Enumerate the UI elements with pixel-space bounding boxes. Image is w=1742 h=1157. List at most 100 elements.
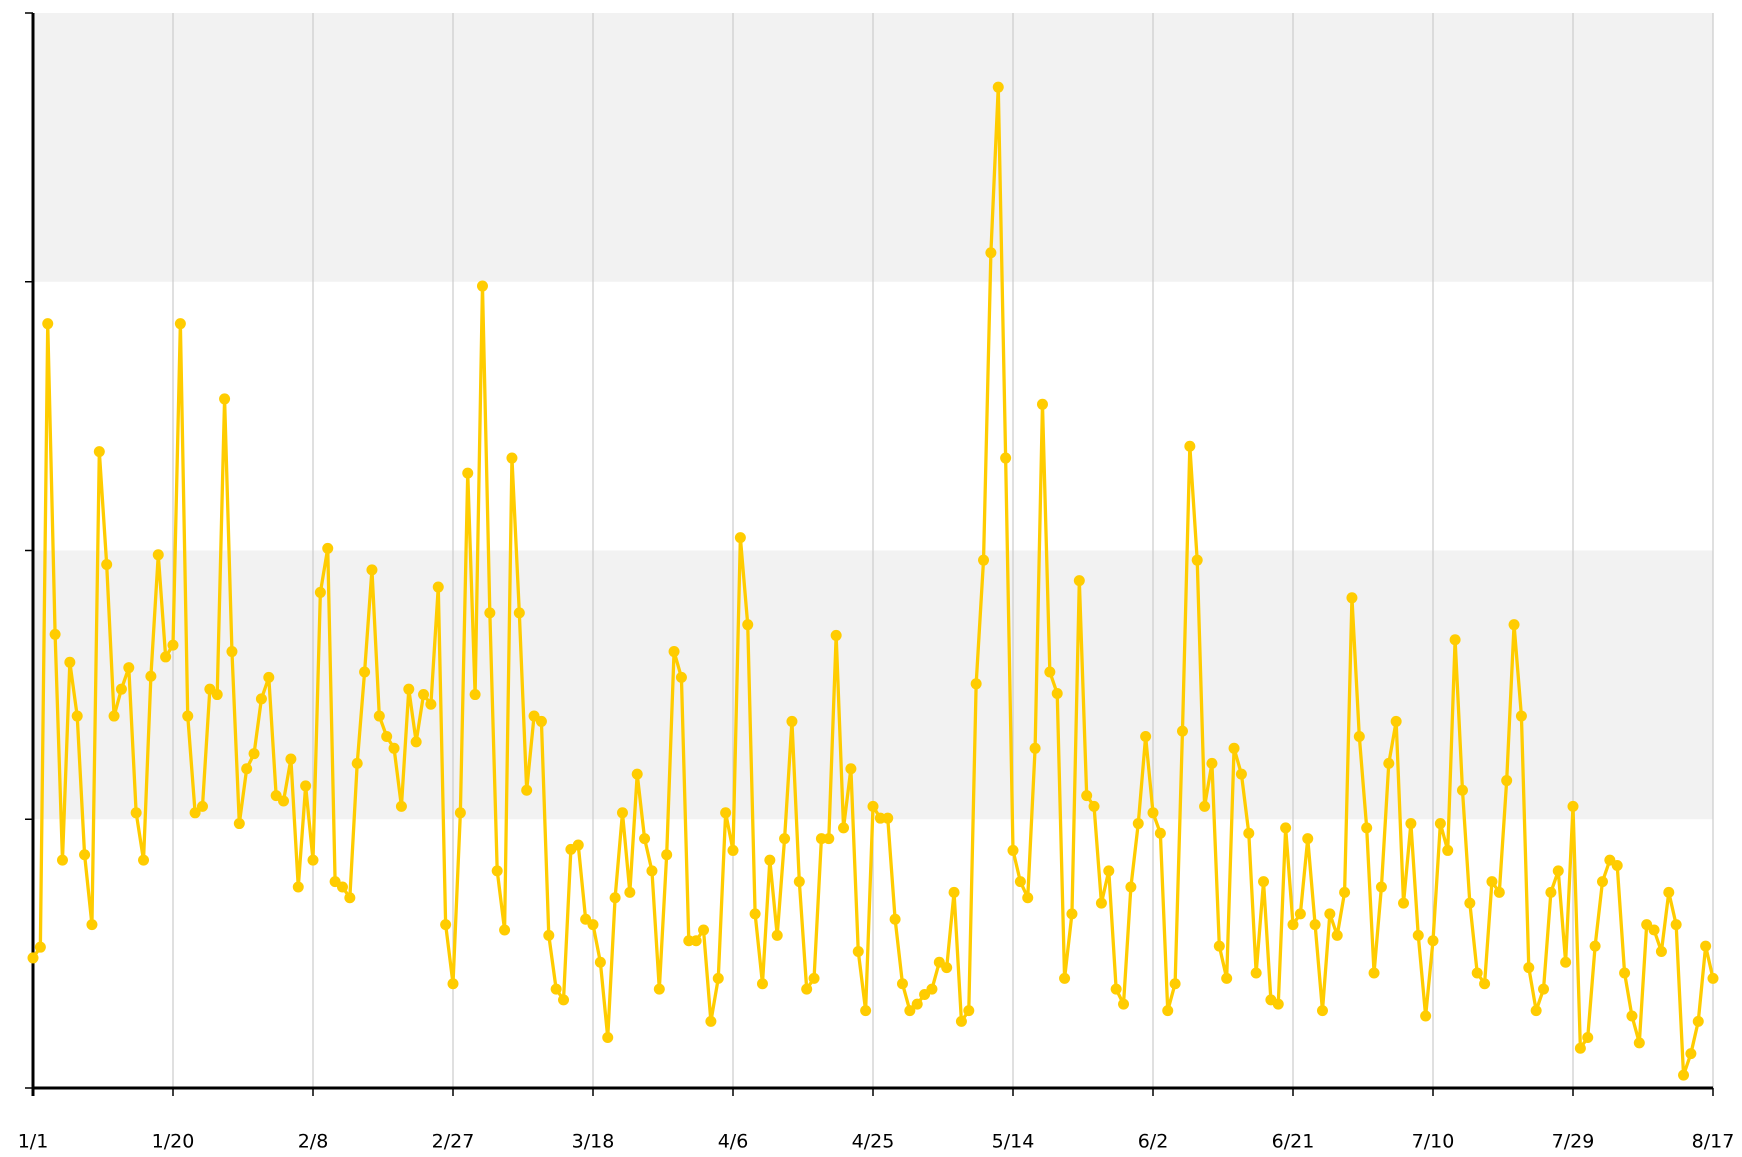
point <box>432 581 444 593</box>
point <box>322 542 334 554</box>
x-tick-label: 3/18 <box>572 1131 615 1153</box>
point <box>1685 1048 1697 1060</box>
point <box>609 892 621 904</box>
point <box>992 81 1004 93</box>
point <box>852 945 864 957</box>
point <box>152 549 164 561</box>
point <box>1383 757 1395 769</box>
point <box>1626 1010 1638 1022</box>
x-tick-label: 2/27 <box>432 1131 475 1153</box>
point <box>793 876 805 888</box>
point <box>359 666 371 678</box>
point <box>1066 908 1078 920</box>
point <box>1125 881 1137 893</box>
point <box>1464 897 1476 909</box>
point <box>889 913 901 925</box>
point <box>1442 844 1454 856</box>
point <box>955 1015 967 1027</box>
point <box>226 646 238 658</box>
point <box>1420 1010 1432 1022</box>
point <box>838 822 850 834</box>
point <box>1280 822 1292 834</box>
point <box>491 865 503 877</box>
point <box>742 619 754 631</box>
point <box>1412 929 1424 941</box>
point <box>587 919 599 931</box>
point <box>1095 897 1107 909</box>
point <box>1118 998 1130 1010</box>
point <box>1243 827 1255 839</box>
point <box>64 656 76 668</box>
point <box>1258 876 1270 888</box>
point <box>130 807 142 819</box>
point <box>123 662 135 674</box>
point <box>1361 822 1373 834</box>
point <box>867 800 879 812</box>
point <box>138 854 150 866</box>
point <box>1375 881 1387 893</box>
point <box>1552 865 1564 877</box>
point <box>101 558 113 570</box>
point <box>550 983 562 995</box>
x-tick-label: 7/10 <box>1412 1131 1455 1153</box>
point <box>1147 807 1159 819</box>
point <box>808 972 820 984</box>
point <box>395 800 407 812</box>
point <box>558 994 570 1006</box>
point <box>1081 790 1093 802</box>
point <box>668 646 680 658</box>
point <box>1501 775 1513 787</box>
point <box>49 628 61 640</box>
point <box>1582 1031 1594 1043</box>
point <box>1132 818 1144 830</box>
point <box>860 1005 872 1017</box>
point <box>1162 1005 1174 1017</box>
point <box>219 393 231 405</box>
point <box>388 742 400 754</box>
point <box>71 710 83 722</box>
point <box>602 1031 614 1043</box>
point <box>1611 859 1623 871</box>
point <box>1493 886 1505 898</box>
point <box>1169 978 1181 990</box>
point <box>1029 742 1041 754</box>
point <box>248 748 260 760</box>
point <box>93 446 105 458</box>
point <box>1508 619 1520 631</box>
point <box>779 833 791 845</box>
point <box>307 854 319 866</box>
point <box>1213 940 1225 952</box>
point <box>1707 972 1719 984</box>
point <box>764 854 776 866</box>
point <box>1567 800 1579 812</box>
point <box>720 807 732 819</box>
point <box>1353 730 1365 742</box>
point <box>418 689 430 701</box>
x-tick-label: 4/25 <box>852 1131 895 1153</box>
point <box>366 564 378 576</box>
point <box>830 629 842 641</box>
point <box>911 998 923 1010</box>
point <box>1434 818 1446 830</box>
point <box>115 683 127 695</box>
point <box>1405 818 1417 830</box>
point <box>336 881 348 893</box>
point <box>521 784 533 796</box>
point <box>196 800 208 812</box>
point <box>698 924 710 936</box>
point <box>1700 940 1712 952</box>
point <box>978 554 990 566</box>
point <box>506 452 518 464</box>
point <box>160 651 172 663</box>
point <box>108 710 120 722</box>
point <box>1302 833 1314 845</box>
point <box>241 763 253 775</box>
point <box>896 978 908 990</box>
point <box>882 812 894 824</box>
point <box>1449 634 1461 646</box>
point <box>425 698 437 710</box>
point <box>1515 710 1527 722</box>
point <box>646 865 658 877</box>
point <box>1346 592 1358 604</box>
point <box>145 670 157 682</box>
